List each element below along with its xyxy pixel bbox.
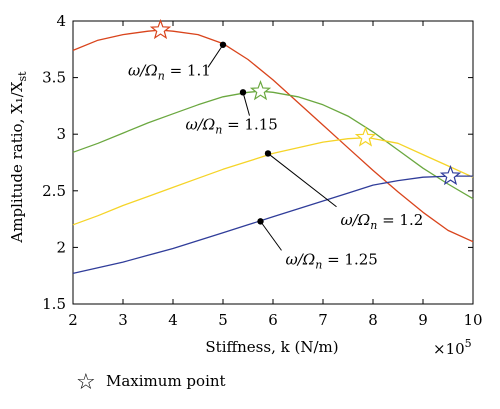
x-multiplier-base: ×10 [433, 340, 465, 358]
x-multiplier-exponent: 5 [465, 337, 472, 350]
svg-text:Amplitude ratio, X₁/Xst: Amplitude ratio, X₁/Xst [8, 71, 29, 244]
maximum-point-star-4 [439, 164, 462, 186]
annotation-leader-4 [260, 221, 282, 251]
y-axis-label: Amplitude ratio, X₁/X [8, 81, 26, 243]
annotation-leader-3 [267, 153, 337, 208]
x-tick-label: 4 [168, 311, 178, 329]
x-tick-label: 3 [118, 311, 128, 329]
x-tick-label: 9 [418, 311, 428, 329]
annotation-dot-3 [264, 150, 272, 157]
x-axis-label: Stiffness, k (N/m) [205, 338, 338, 356]
tick-layer: 2 3 4 5 6 7 8 9 101.522.533.54 [42, 12, 482, 329]
x-tick-label: 10 [463, 311, 482, 329]
x-tick-label: 8 [368, 311, 378, 329]
x-tick-label: 2 [68, 311, 78, 329]
annotation-label-2: ω/Ωn = 1.15 [186, 116, 278, 137]
annotation-leader-2 [242, 92, 250, 116]
annotation-leader-1 [207, 44, 224, 68]
series-line-3 [72, 136, 474, 226]
y-tick-label: 2.5 [42, 182, 66, 200]
x-axis-multiplier: ×105 [433, 337, 472, 358]
y-tick-label: 3 [56, 125, 66, 143]
annotation-label-1: ω/Ωn = 1.1 [128, 61, 211, 82]
x-tick-label: 6 [268, 311, 278, 329]
y-tick-label: 2 [56, 238, 66, 256]
y-tick-label: 4 [56, 12, 66, 30]
y-axis-label-subscript: st [16, 71, 29, 82]
y-tick-label: 3.5 [42, 69, 66, 87]
series-line-2 [72, 90, 474, 200]
x-tick-label: 5 [218, 311, 228, 329]
maximum-point-star-1 [149, 18, 172, 40]
annotation-dot-2 [239, 89, 247, 96]
maximum-point-star-3 [354, 126, 377, 147]
series-line-4 [72, 175, 473, 275]
y-tick-label: 1.5 [42, 295, 66, 313]
series-line-1 [72, 29, 474, 243]
series-layer [72, 29, 474, 275]
legend: ☆ Maximum point [76, 370, 226, 395]
legend-star-icon: ☆ [76, 370, 96, 395]
annotation-layer: ω/Ωn = 1.1 ω/Ωn = 1.15 ω/Ωn = 1.2 ω/Ωn = 1.… [128, 41, 424, 271]
annotation-label-3: ω/Ωn = 1.2 [341, 211, 424, 232]
x-tick-label: 7 [318, 311, 328, 329]
y-axis-label-group: Amplitude ratio, X₁/Xst [8, 71, 29, 244]
marker-layer [149, 18, 462, 186]
annotation-dot-1 [219, 41, 227, 48]
annotation-dot-4 [257, 218, 264, 225]
annotation-label-4: ω/Ωn = 1.25 [286, 250, 378, 271]
legend-label: Maximum point [106, 372, 226, 390]
maximum-point-star-2 [249, 79, 272, 101]
